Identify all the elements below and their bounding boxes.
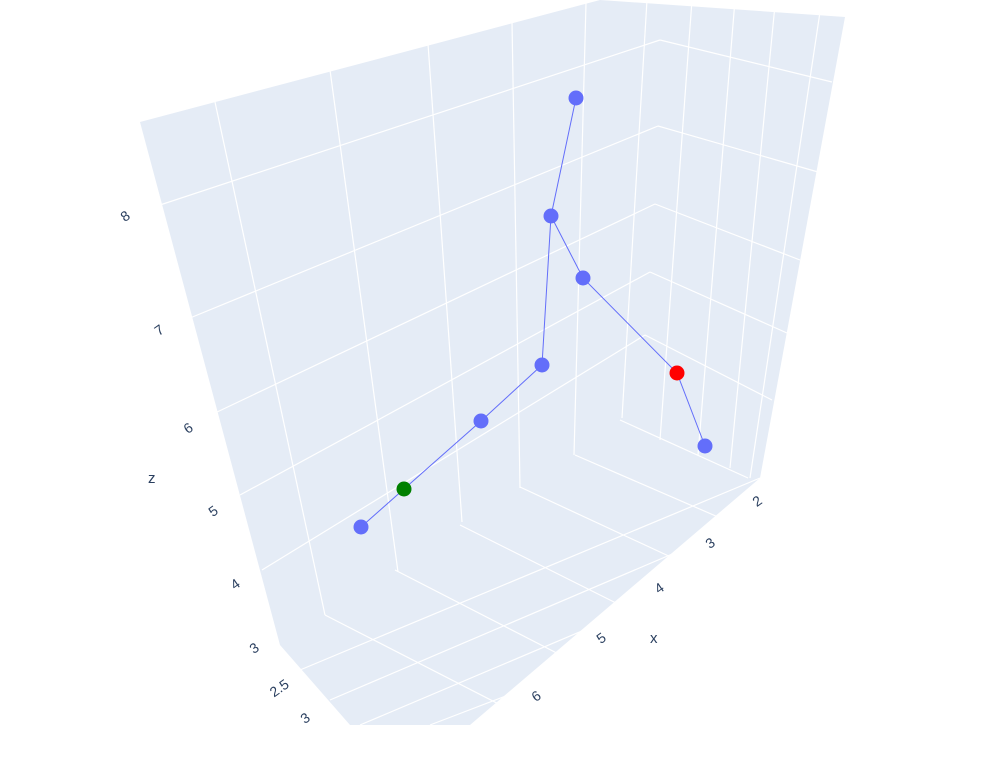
x-tick-label-6: 6	[528, 687, 544, 705]
x-tick-label-3: 3	[702, 534, 718, 552]
data-point-p4[interactable]	[534, 357, 550, 373]
data-point-p3[interactable]	[473, 413, 489, 429]
y-tick-label-3: 3	[297, 709, 313, 727]
z-tick-label-5: 5	[205, 502, 221, 520]
gridlines	[159, 0, 833, 726]
z-tick-label-6: 6	[180, 419, 196, 437]
series-markers	[353, 90, 713, 535]
data-point-p5[interactable]	[543, 208, 559, 224]
z-tick-label-3: 3	[246, 639, 262, 657]
x-tick-label-4: 4	[651, 579, 667, 597]
data-point-p2[interactable]	[396, 481, 412, 497]
z-axis-title: z	[148, 470, 156, 487]
z-tick-label-7: 7	[151, 321, 167, 339]
data-point-p7[interactable]	[575, 270, 591, 286]
data-point-p1[interactable]	[353, 519, 369, 535]
x-tick-label-5: 5	[593, 629, 609, 647]
x-tick-label-2: 2	[749, 492, 765, 510]
data-point-p6[interactable]	[568, 90, 584, 106]
series-line-branch	[550, 215, 706, 447]
back-wall-plane	[140, 0, 845, 725]
series-line	[360, 97, 577, 528]
x-axis-title: x	[650, 630, 658, 647]
data-point-p8[interactable]	[669, 365, 685, 381]
z-tick-label-4: 4	[227, 575, 243, 593]
z-tick-label-8: 8	[117, 207, 133, 225]
y-tick-label-2.5: 2.5	[267, 676, 292, 700]
y-axis-ticks: 2.53	[267, 676, 314, 727]
data-point-p9[interactable]	[697, 438, 713, 454]
